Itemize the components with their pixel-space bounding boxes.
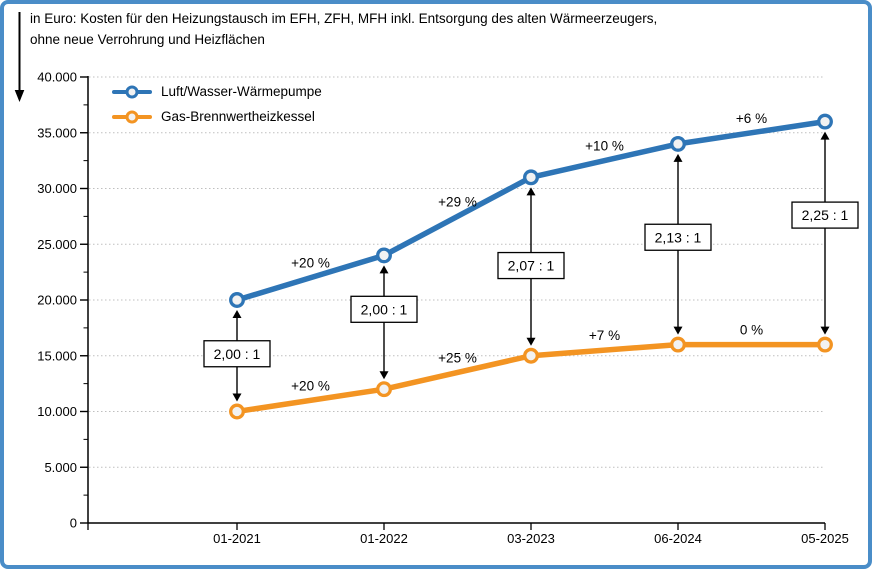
growth-label: +20 % [291, 378, 330, 393]
legend-label-gaskessel: Gas-Brennwertheizkessel [161, 109, 315, 124]
data-point-marker [817, 336, 833, 353]
growth-label: +10 % [585, 139, 624, 154]
legend: Luft/Wasser-Wärmepumpe Gas-Brennwertheiz… [112, 79, 322, 129]
data-point-marker [670, 336, 686, 353]
growth-label: +29 % [438, 194, 477, 209]
legend-item-gaskessel: Gas-Brennwertheizkessel [112, 104, 322, 129]
ratio-annotation-box [791, 201, 859, 229]
ratio-annotation-label: 2,00 : 1 [361, 301, 408, 317]
x-axis-tick-label: 06-2024 [654, 531, 702, 546]
line-marker-icon [112, 83, 152, 101]
arrow-up-icon [526, 187, 536, 196]
x-axis-tick-label: 01-2021 [213, 531, 261, 546]
data-point-marker [817, 113, 833, 130]
arrow-up-icon [379, 265, 389, 274]
y-axis-tick-label: 0 [70, 516, 77, 531]
chart-title-line2: ohne neue Verrohrung und Heizflächen [30, 32, 265, 47]
legend-marker-ring [125, 110, 139, 123]
data-point-marker [376, 247, 392, 264]
ratio-annotation-label: 2,13 : 1 [655, 229, 702, 245]
ratio-annotation-label: 2,25 : 1 [802, 207, 849, 223]
ratio-annotation-box [644, 223, 712, 251]
data-point-marker [229, 403, 245, 420]
axis-direction-arrowhead-icon [14, 90, 25, 102]
data-point-marker [523, 347, 539, 364]
ratio-annotation-label: 2,00 : 1 [214, 346, 261, 362]
legend-label-waermepumpe: Luft/Wasser-Wärmepumpe [161, 84, 322, 99]
data-point-marker [670, 135, 686, 152]
arrow-up-icon [673, 153, 683, 162]
arrow-down-icon [526, 337, 536, 346]
growth-label: 0 % [740, 323, 763, 338]
ratio-annotation-box [203, 340, 271, 368]
y-axis-tick-label: 35.000 [37, 125, 77, 140]
y-axis-tick-label: 30.000 [37, 181, 77, 196]
y-axis-tick-label: 25.000 [37, 237, 77, 252]
y-axis-tick-label: 15.000 [37, 348, 77, 363]
y-axis-tick-label: 10.000 [37, 404, 77, 419]
data-point-marker [523, 169, 539, 186]
chart-title-line1: in Euro: Kosten für den Heizungstausch i… [30, 11, 658, 26]
arrow-down-icon [673, 326, 683, 335]
growth-label: +6 % [736, 111, 767, 126]
ratio-annotation-label: 2,07 : 1 [508, 258, 555, 274]
arrow-down-icon [820, 326, 830, 335]
legend-item-waermepumpe: Luft/Wasser-Wärmepumpe [112, 79, 322, 104]
x-axis-tick-label: 05-2025 [801, 531, 849, 546]
y-axis-tick-label: 5.000 [44, 460, 77, 475]
y-axis-tick-label: 20.000 [37, 293, 77, 308]
arrow-up-icon [232, 310, 242, 318]
data-point-marker [376, 381, 392, 398]
ratio-annotation-box [350, 295, 418, 323]
growth-label: +20 % [291, 256, 330, 271]
ratio-annotation-box [497, 251, 565, 280]
arrow-down-icon [232, 393, 242, 402]
y-axis-tick-label: 40.000 [37, 70, 77, 85]
data-point-marker [229, 292, 245, 308]
arrow-down-icon [379, 371, 389, 380]
x-axis-tick-label: 01-2022 [360, 531, 408, 546]
legend-marker-ring [125, 85, 139, 98]
chart-title: in Euro: Kosten für den Heizungstausch i… [30, 8, 657, 50]
arrow-up-icon [820, 131, 830, 140]
x-axis-tick-label: 03-2023 [507, 531, 555, 546]
line-marker-icon [112, 108, 152, 126]
growth-label: +7 % [589, 328, 620, 343]
growth-label: +25 % [438, 350, 477, 365]
